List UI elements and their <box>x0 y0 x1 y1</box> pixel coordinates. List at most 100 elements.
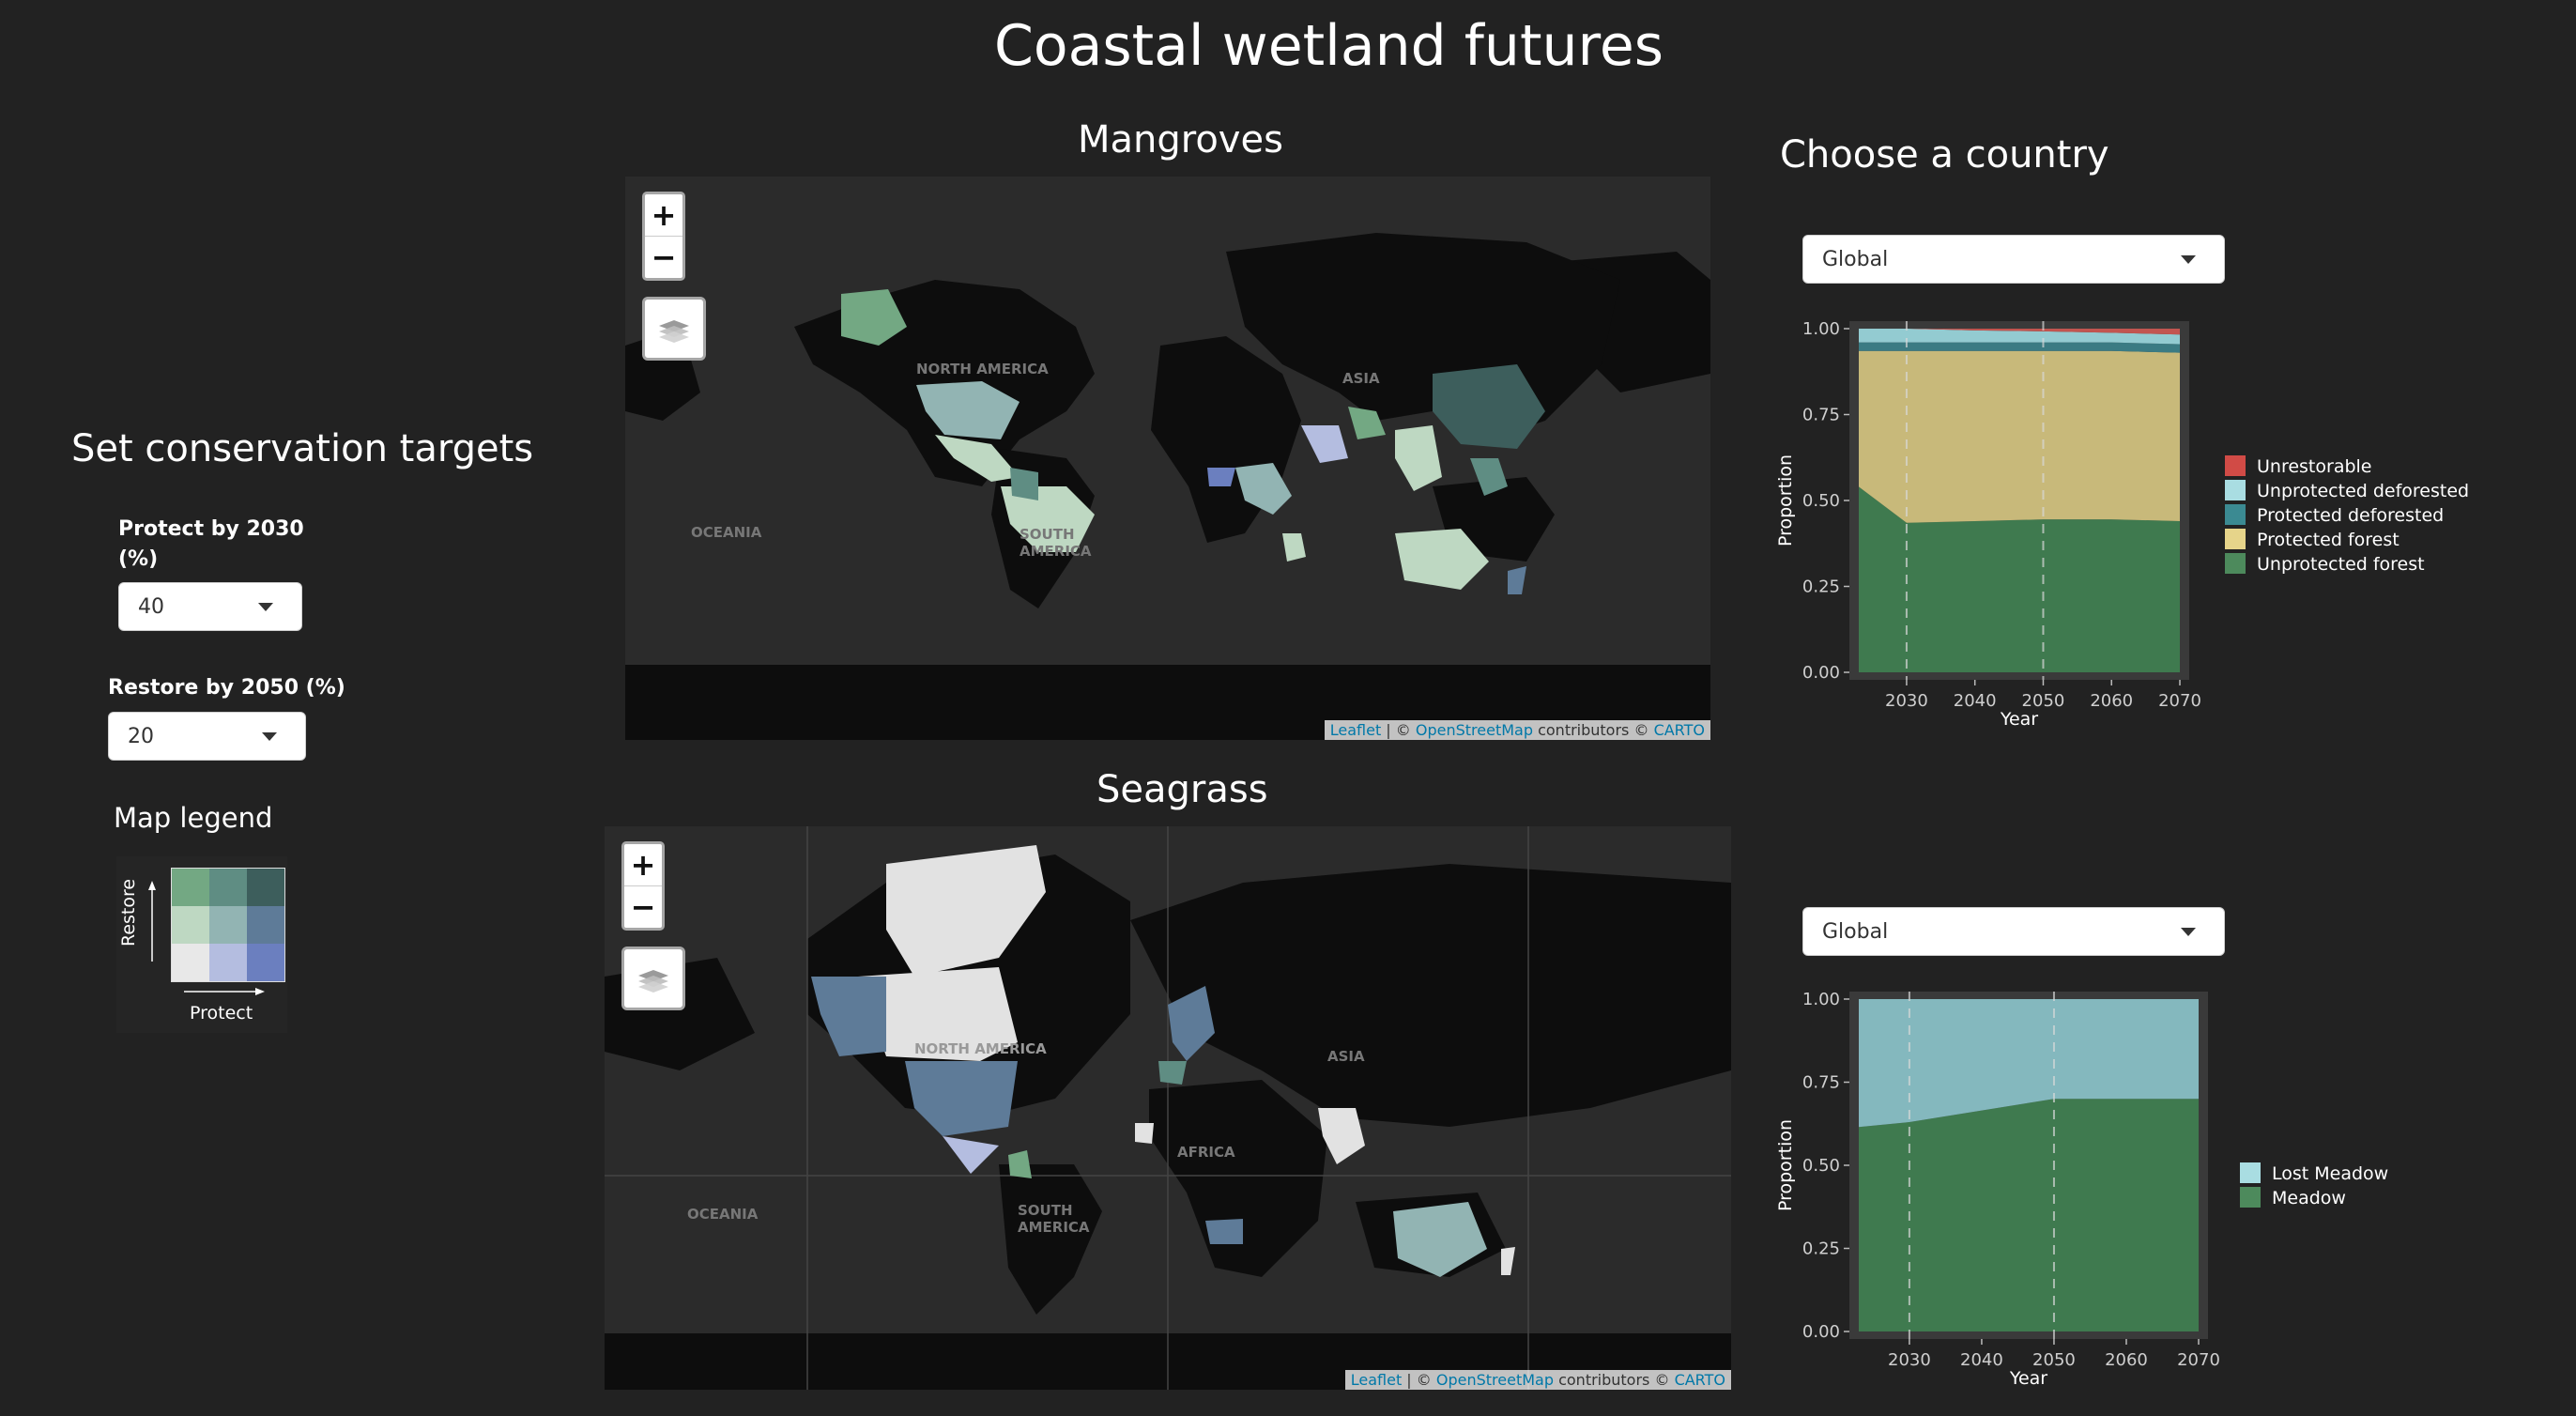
mangroves-layers-button[interactable] <box>642 297 706 361</box>
central-africa-region[interactable] <box>1235 463 1292 515</box>
seagrass-country-fills <box>811 845 1515 1277</box>
mangrove-country-select[interactable]: Global <box>1802 235 2225 284</box>
y-tick-label: 0.25 <box>1802 1239 1840 1259</box>
west-africa-region[interactable] <box>1207 468 1235 486</box>
area-lost-meadow <box>1859 999 2199 1128</box>
restore-label: Restore by 2050 (%) <box>108 676 345 700</box>
map-label-asia-2: ASIA <box>1327 1048 1365 1065</box>
greenland-region[interactable] <box>886 845 1046 977</box>
legend-cell <box>209 906 247 944</box>
india-region[interactable] <box>1395 425 1442 491</box>
india-seagrass-region[interactable] <box>1318 1108 1365 1164</box>
y-tick-label: 0.75 <box>1802 1073 1840 1093</box>
x-tick-label: 2070 <box>2158 691 2201 711</box>
carto-link[interactable]: CARTO <box>1674 1371 1725 1389</box>
australia-region[interactable] <box>1395 529 1489 590</box>
mangrove-area-chart: 0.00 0.25 0.50 0.75 1.00 2030 2040 2050 2060 2070… <box>1775 319 2469 730</box>
restore-select-value: 20 <box>128 724 154 748</box>
usa-region[interactable] <box>916 381 1020 439</box>
brazil-region[interactable] <box>1001 486 1095 552</box>
legend-cell <box>209 944 247 981</box>
legend-swatch <box>2225 504 2246 525</box>
usa-seagrass-region[interactable] <box>905 1061 1018 1136</box>
y-tick-label: 0.50 <box>1802 1156 1840 1176</box>
chevron-down-icon <box>2181 928 2196 936</box>
west-africa-seagrass-region[interactable] <box>1135 1123 1154 1144</box>
legend-cell <box>209 869 247 906</box>
central-america-region[interactable] <box>1008 1150 1032 1178</box>
map-label-north-america: NORTH AMERICA <box>916 361 1049 377</box>
new-zealand-region[interactable] <box>1508 566 1526 594</box>
legend-cell <box>172 944 209 981</box>
seagrass-zoom-control: + − <box>621 841 665 931</box>
chevron-down-icon <box>258 603 273 611</box>
area-protected-forest <box>1859 350 2180 523</box>
map-label-asia: ASIA <box>1342 370 1380 387</box>
leaflet-link[interactable]: Leaflet <box>1329 721 1382 739</box>
protect-select[interactable]: 40 <box>118 582 302 631</box>
mexico-region[interactable] <box>935 435 1020 482</box>
seagrass-country-select[interactable]: Global <box>1802 907 2225 956</box>
legend-color-grid <box>171 868 285 982</box>
zoom-in-button[interactable]: + <box>651 197 677 233</box>
se-asia-region[interactable] <box>1470 458 1508 496</box>
new-zealand-seagrass-region[interactable] <box>1501 1247 1515 1275</box>
australia-seagrass-region[interactable] <box>1393 1202 1487 1277</box>
map-label-south-america-2: SOUTH AMERICA <box>1018 1202 1090 1236</box>
legend-label: Meadow <box>2272 1188 2346 1208</box>
map-label-south-america: SOUTH AMERICA <box>1020 526 1092 560</box>
legend-swatch <box>2225 455 2246 476</box>
layers-icon <box>638 970 668 993</box>
scandinavia-region[interactable] <box>1168 986 1215 1061</box>
x-tick-label: 2030 <box>1888 1350 1931 1370</box>
restore-select[interactable]: 20 <box>108 712 306 761</box>
legend-label: Unprotected deforested <box>2257 481 2469 501</box>
zoom-in-button[interactable]: + <box>630 847 656 883</box>
protect-select-value: 40 <box>138 594 164 619</box>
alaska-region[interactable] <box>841 289 907 346</box>
osm-link[interactable]: OpenStreetMap <box>1435 1371 1554 1389</box>
osm-link[interactable]: OpenStreetMap <box>1415 721 1533 739</box>
colombia-region[interactable] <box>1010 468 1038 500</box>
area-unprotected-forest <box>1859 486 2180 672</box>
south-africa-region[interactable] <box>1205 1219 1243 1244</box>
legend-cell <box>172 869 209 906</box>
seagrass-layers-button[interactable] <box>621 947 685 1010</box>
x-tick-label: 2060 <box>2090 691 2133 711</box>
conservation-targets-heading: Set conservation targets <box>71 427 534 470</box>
x-tick-label: 2070 <box>2177 1350 2220 1370</box>
map-label-oceania-2: OCEANIA <box>687 1206 759 1223</box>
mangroves-title: Mangroves <box>1078 118 1283 162</box>
alaska-seagrass-region[interactable] <box>811 977 886 1056</box>
china-region[interactable] <box>1433 364 1545 449</box>
attribution-sep: | © <box>1381 721 1416 739</box>
zoom-out-button[interactable]: − <box>624 885 662 928</box>
x-tick-label: 2060 <box>2105 1350 2148 1370</box>
x-axis-label: Year <box>2000 709 2038 730</box>
legend-cell <box>247 869 284 906</box>
y-axis-label: Proportion <box>1775 1119 1796 1211</box>
madagascar-region[interactable] <box>1282 533 1306 562</box>
mexico-seagrass-region[interactable] <box>943 1136 999 1174</box>
legend-cell <box>247 906 284 944</box>
europe-region[interactable] <box>1158 1061 1187 1085</box>
seagrass-map[interactable]: NORTH AMERICA ASIA OCEANIA SOUTH AMERICA… <box>605 826 1731 1390</box>
y-tick-label: 0.75 <box>1802 406 1840 425</box>
carto-link[interactable]: CARTO <box>1653 721 1705 739</box>
iran-region[interactable] <box>1348 407 1386 439</box>
y-tick-label: 1.00 <box>1802 319 1840 339</box>
x-tick-label: 2040 <box>1954 691 1997 711</box>
arabia-region[interactable] <box>1301 425 1348 463</box>
bivariate-legend: Restore Protect <box>116 856 287 1033</box>
mangroves-map[interactable]: NORTH AMERICA ASIA OCEANIA SOUTH AMERICA… <box>625 177 1710 740</box>
chevron-down-icon <box>2181 255 2196 264</box>
area-unrestorable <box>1859 329 2180 335</box>
legend-label: Lost Meadow <box>2272 1163 2388 1184</box>
leaflet-link[interactable]: Leaflet <box>1350 1371 1403 1389</box>
mangroves-attribution: Leaflet | © OpenStreetMap contributors ©… <box>1324 720 1710 740</box>
legend-swatch <box>2240 1162 2261 1183</box>
legend-label: Unrestorable <box>2257 456 2372 477</box>
canada-region[interactable] <box>858 967 1018 1061</box>
zoom-out-button[interactable]: − <box>645 236 682 278</box>
area-unprotected-deforested <box>1859 329 2180 345</box>
